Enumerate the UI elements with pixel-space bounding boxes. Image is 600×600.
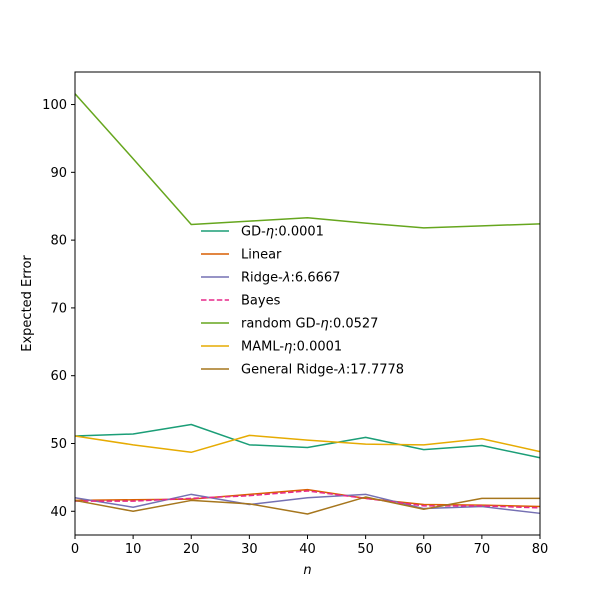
x-tick-label: 30 (241, 542, 258, 557)
x-tick-label: 20 (183, 542, 200, 557)
y-tick-label: 90 (50, 166, 67, 181)
x-axis-label: n (303, 563, 311, 578)
x-tick-label: 10 (125, 542, 142, 557)
y-tick-label: 50 (50, 437, 67, 452)
legend-label-3: Ridge-λ:6.6667 (241, 271, 340, 286)
series-line-1 (74, 423, 541, 459)
x-tick-label: 50 (357, 542, 374, 557)
legend-label-5: random GD-η:0.0527 (241, 317, 378, 332)
legend-label-7: General Ridge-λ:17.7778 (241, 363, 404, 378)
series-line-5 (74, 93, 541, 229)
series-line-4 (75, 490, 541, 509)
series-line-3 (74, 493, 541, 515)
axis-ticks: 0 10 20 30 40 50 60 70 80 40 50 60 70 80 90 100 (42, 98, 548, 557)
series-line-7 (74, 496, 540, 515)
legend-label-1: GD-η:0.0001 (241, 225, 324, 240)
series-line-6 (74, 434, 541, 454)
series-lines (74, 93, 541, 515)
y-tick-label: 40 (50, 505, 67, 520)
plot-frame (74, 71, 541, 536)
series-line-2 (74, 488, 541, 508)
legend: GD-η:0.0001 Linear Ridge-λ:6.6667 Bayes rand… (201, 225, 404, 378)
y-tick-label: 60 (50, 369, 67, 384)
y-axis-label: Expected Error (20, 255, 35, 352)
y-tick-label: 100 (42, 98, 67, 113)
legend-label-6: MAML-η:0.0001 (241, 340, 342, 355)
x-tick-label: 40 (299, 542, 316, 557)
y-tick-label: 70 (50, 301, 67, 316)
y-tick-label: 80 (50, 234, 67, 249)
x-tick-label: 0 (71, 542, 79, 557)
x-tick-label: 70 (474, 542, 491, 557)
x-tick-label: 80 (532, 542, 549, 557)
x-tick-label: 60 (415, 542, 432, 557)
legend-label-4: Bayes (241, 294, 281, 309)
legend-label-2: Linear (241, 248, 282, 263)
